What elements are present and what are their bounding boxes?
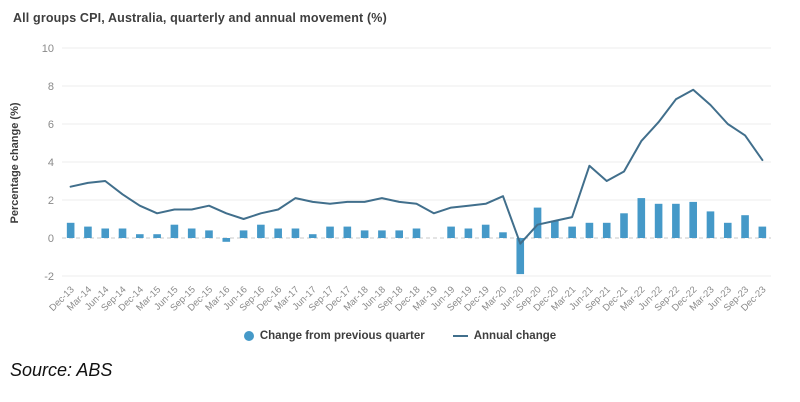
- bar-Dec-21: [620, 213, 628, 238]
- bar-Sep-18: [395, 230, 404, 238]
- bar-Dec-17: [343, 226, 352, 238]
- bar-Dec-13: [66, 222, 75, 238]
- y-axis-tick-labels: -2 0 2 4 6 8 10: [42, 43, 54, 283]
- bar-Mar-14: [84, 226, 92, 238]
- legend-item-annual-change: Annual change: [452, 330, 557, 342]
- bar-Mar-15: [153, 234, 161, 238]
- bar-Dec-22: [689, 201, 697, 238]
- bar-Sep-16: [257, 224, 265, 238]
- bar-Mar-22: [637, 198, 646, 238]
- bar-Dec-23: [758, 226, 767, 238]
- y-axis-tick-label: 6: [48, 119, 54, 131]
- cpi-combo-chart: -2 0 2 4 6 8 10 Percentage change (%) Dec-13Mar-…: [9, 43, 771, 314]
- y-axis-tick-label: 10: [42, 43, 54, 55]
- bar-Jun-17: [308, 234, 317, 238]
- bar-Jun-14: [101, 228, 110, 238]
- y-axis-tick-label: 0: [48, 233, 54, 245]
- quarterly-change-bars: [66, 198, 767, 275]
- bar-Sep-21: [602, 222, 611, 238]
- bar-Mar-23: [706, 211, 715, 238]
- bar-Jun-15: [170, 224, 179, 238]
- legend-item-quarterly-change: Change from previous quarter: [243, 330, 425, 342]
- bar-Dec-18: [412, 228, 421, 238]
- bar-Sep-22: [672, 203, 680, 238]
- bar-Jun-16: [239, 230, 248, 238]
- legend-line-icon: [452, 335, 468, 337]
- bar-Jun-22: [654, 203, 663, 238]
- bar-Sep-20: [533, 207, 542, 238]
- bar-Dec-16: [274, 228, 282, 238]
- y-axis-title: Percentage change (%): [9, 102, 21, 223]
- bar-Sep-17: [326, 226, 334, 238]
- bar-Mar-18: [360, 230, 369, 238]
- bar-Dec-19: [481, 224, 490, 238]
- bar-Jun-20: [516, 238, 525, 275]
- chart-title: All groups CPI, Australia, quarterly and…: [13, 11, 387, 25]
- bar-Mar-17: [291, 228, 300, 238]
- bar-Jun-18: [378, 230, 386, 238]
- bar-Mar-20: [499, 232, 507, 238]
- bar-Jun-23: [723, 222, 732, 238]
- bar-Dec-20: [551, 220, 559, 238]
- bar-Dec-14: [136, 234, 144, 238]
- bar-Dec-15: [205, 230, 213, 238]
- bar-Sep-14: [118, 228, 127, 238]
- bar-Sep-19: [464, 228, 473, 238]
- y-axis-tick-label: 4: [48, 157, 54, 169]
- bar-Sep-15: [187, 228, 196, 238]
- chart-legend: Change from previous quarter Annual chan…: [0, 330, 800, 342]
- bar-Mar-16: [222, 238, 231, 242]
- legend-label-quarterly-change: Change from previous quarter: [259, 330, 425, 342]
- annual-change-line: [69, 88, 764, 245]
- x-axis-tick-labels: Dec-13Mar-14Jun-14Sep-14Dec-14Mar-15Jun-…: [47, 284, 768, 313]
- bar-Mar-21: [568, 226, 576, 238]
- y-axis-tick-label: 2: [48, 195, 54, 207]
- bar-Jun-19: [447, 226, 455, 238]
- legend-label-annual-change: Annual change: [473, 330, 557, 342]
- bar-Sep-23: [741, 215, 749, 238]
- y-axis-tick-label: -2: [44, 271, 54, 283]
- y-axis-tick-label: 8: [48, 81, 54, 93]
- source-note: Source: ABS: [10, 360, 113, 380]
- legend-dot-icon: [243, 331, 254, 341]
- bar-Jun-21: [585, 222, 594, 238]
- gridlines: [62, 47, 771, 277]
